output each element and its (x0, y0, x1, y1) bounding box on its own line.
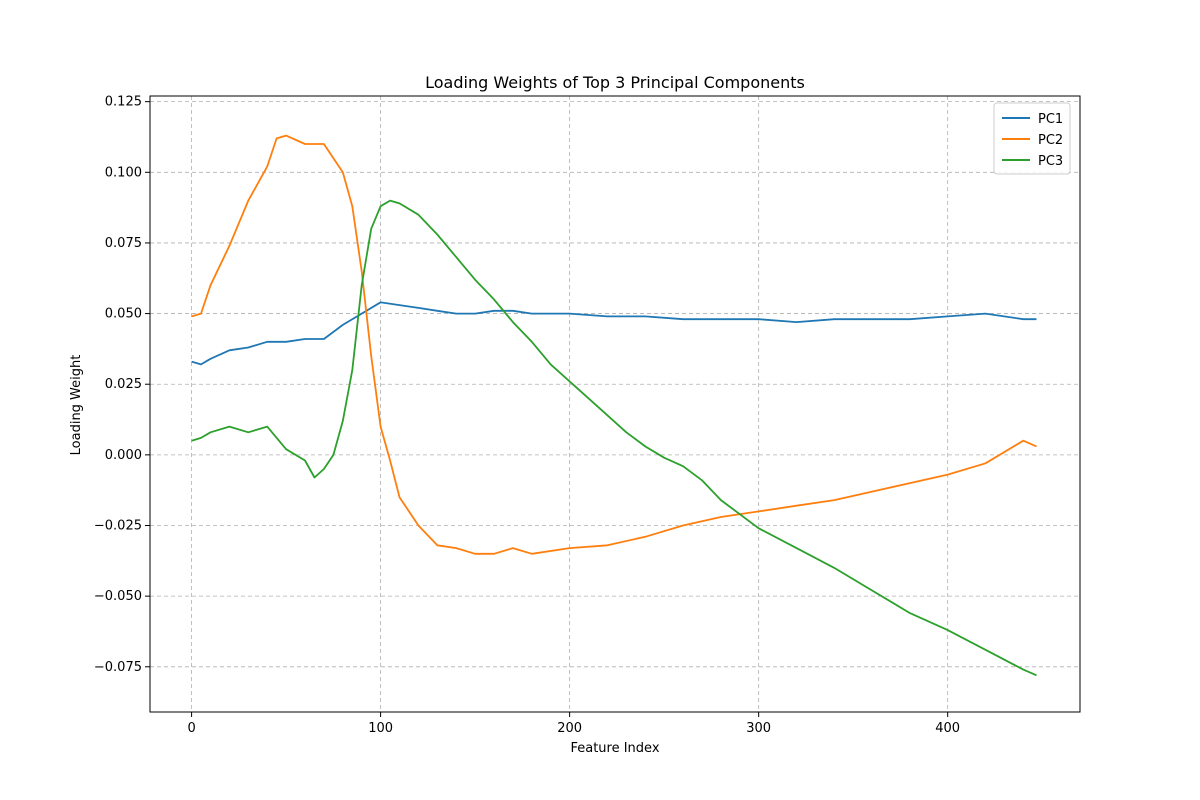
x-tick-label: 300 (746, 721, 771, 736)
y-tick-label: 0.050 (105, 307, 142, 322)
chart-title: Loading Weights of Top 3 Principal Compo… (425, 73, 805, 92)
legend-box (993, 102, 1071, 175)
series-lines (191, 134, 1037, 677)
plot-frame (149, 95, 1081, 713)
x-tick-label: 400 (935, 721, 960, 736)
y-tick-label: −0.050 (94, 589, 142, 604)
y-tick-label: 0.025 (105, 377, 142, 392)
y-tick-label: −0.025 (94, 519, 142, 534)
series-line-pc1 (191, 301, 1037, 366)
legend-label-pc1: PC1 (1038, 112, 1063, 127)
ticks: 0 100 200 300 400 −0.075 −0.050 −0.025 0.000 0.02… (94, 95, 960, 736)
y-tick-label: 0.125 (105, 95, 142, 110)
x-axis-label: Feature Index (570, 741, 659, 756)
x-tick-label: 0 (187, 721, 195, 736)
x-tick-label: 200 (557, 721, 582, 736)
y-tick-label: −0.075 (94, 660, 142, 675)
y-axis-label: Loading Weight (69, 355, 84, 456)
series-line-pc3 (191, 199, 1037, 677)
grid (150, 96, 1080, 712)
legend-label-pc3: PC3 (1038, 154, 1063, 169)
y-tick-label: 0.100 (105, 165, 142, 180)
legend: PC1 PC2 PC3 (993, 102, 1071, 175)
series-line-pc2 (191, 134, 1037, 555)
y-tick-label: 0.075 (105, 236, 142, 251)
legend-label-pc2: PC2 (1038, 133, 1063, 148)
x-tick-label: 100 (368, 721, 393, 736)
y-tick-label: 0.000 (105, 448, 142, 463)
